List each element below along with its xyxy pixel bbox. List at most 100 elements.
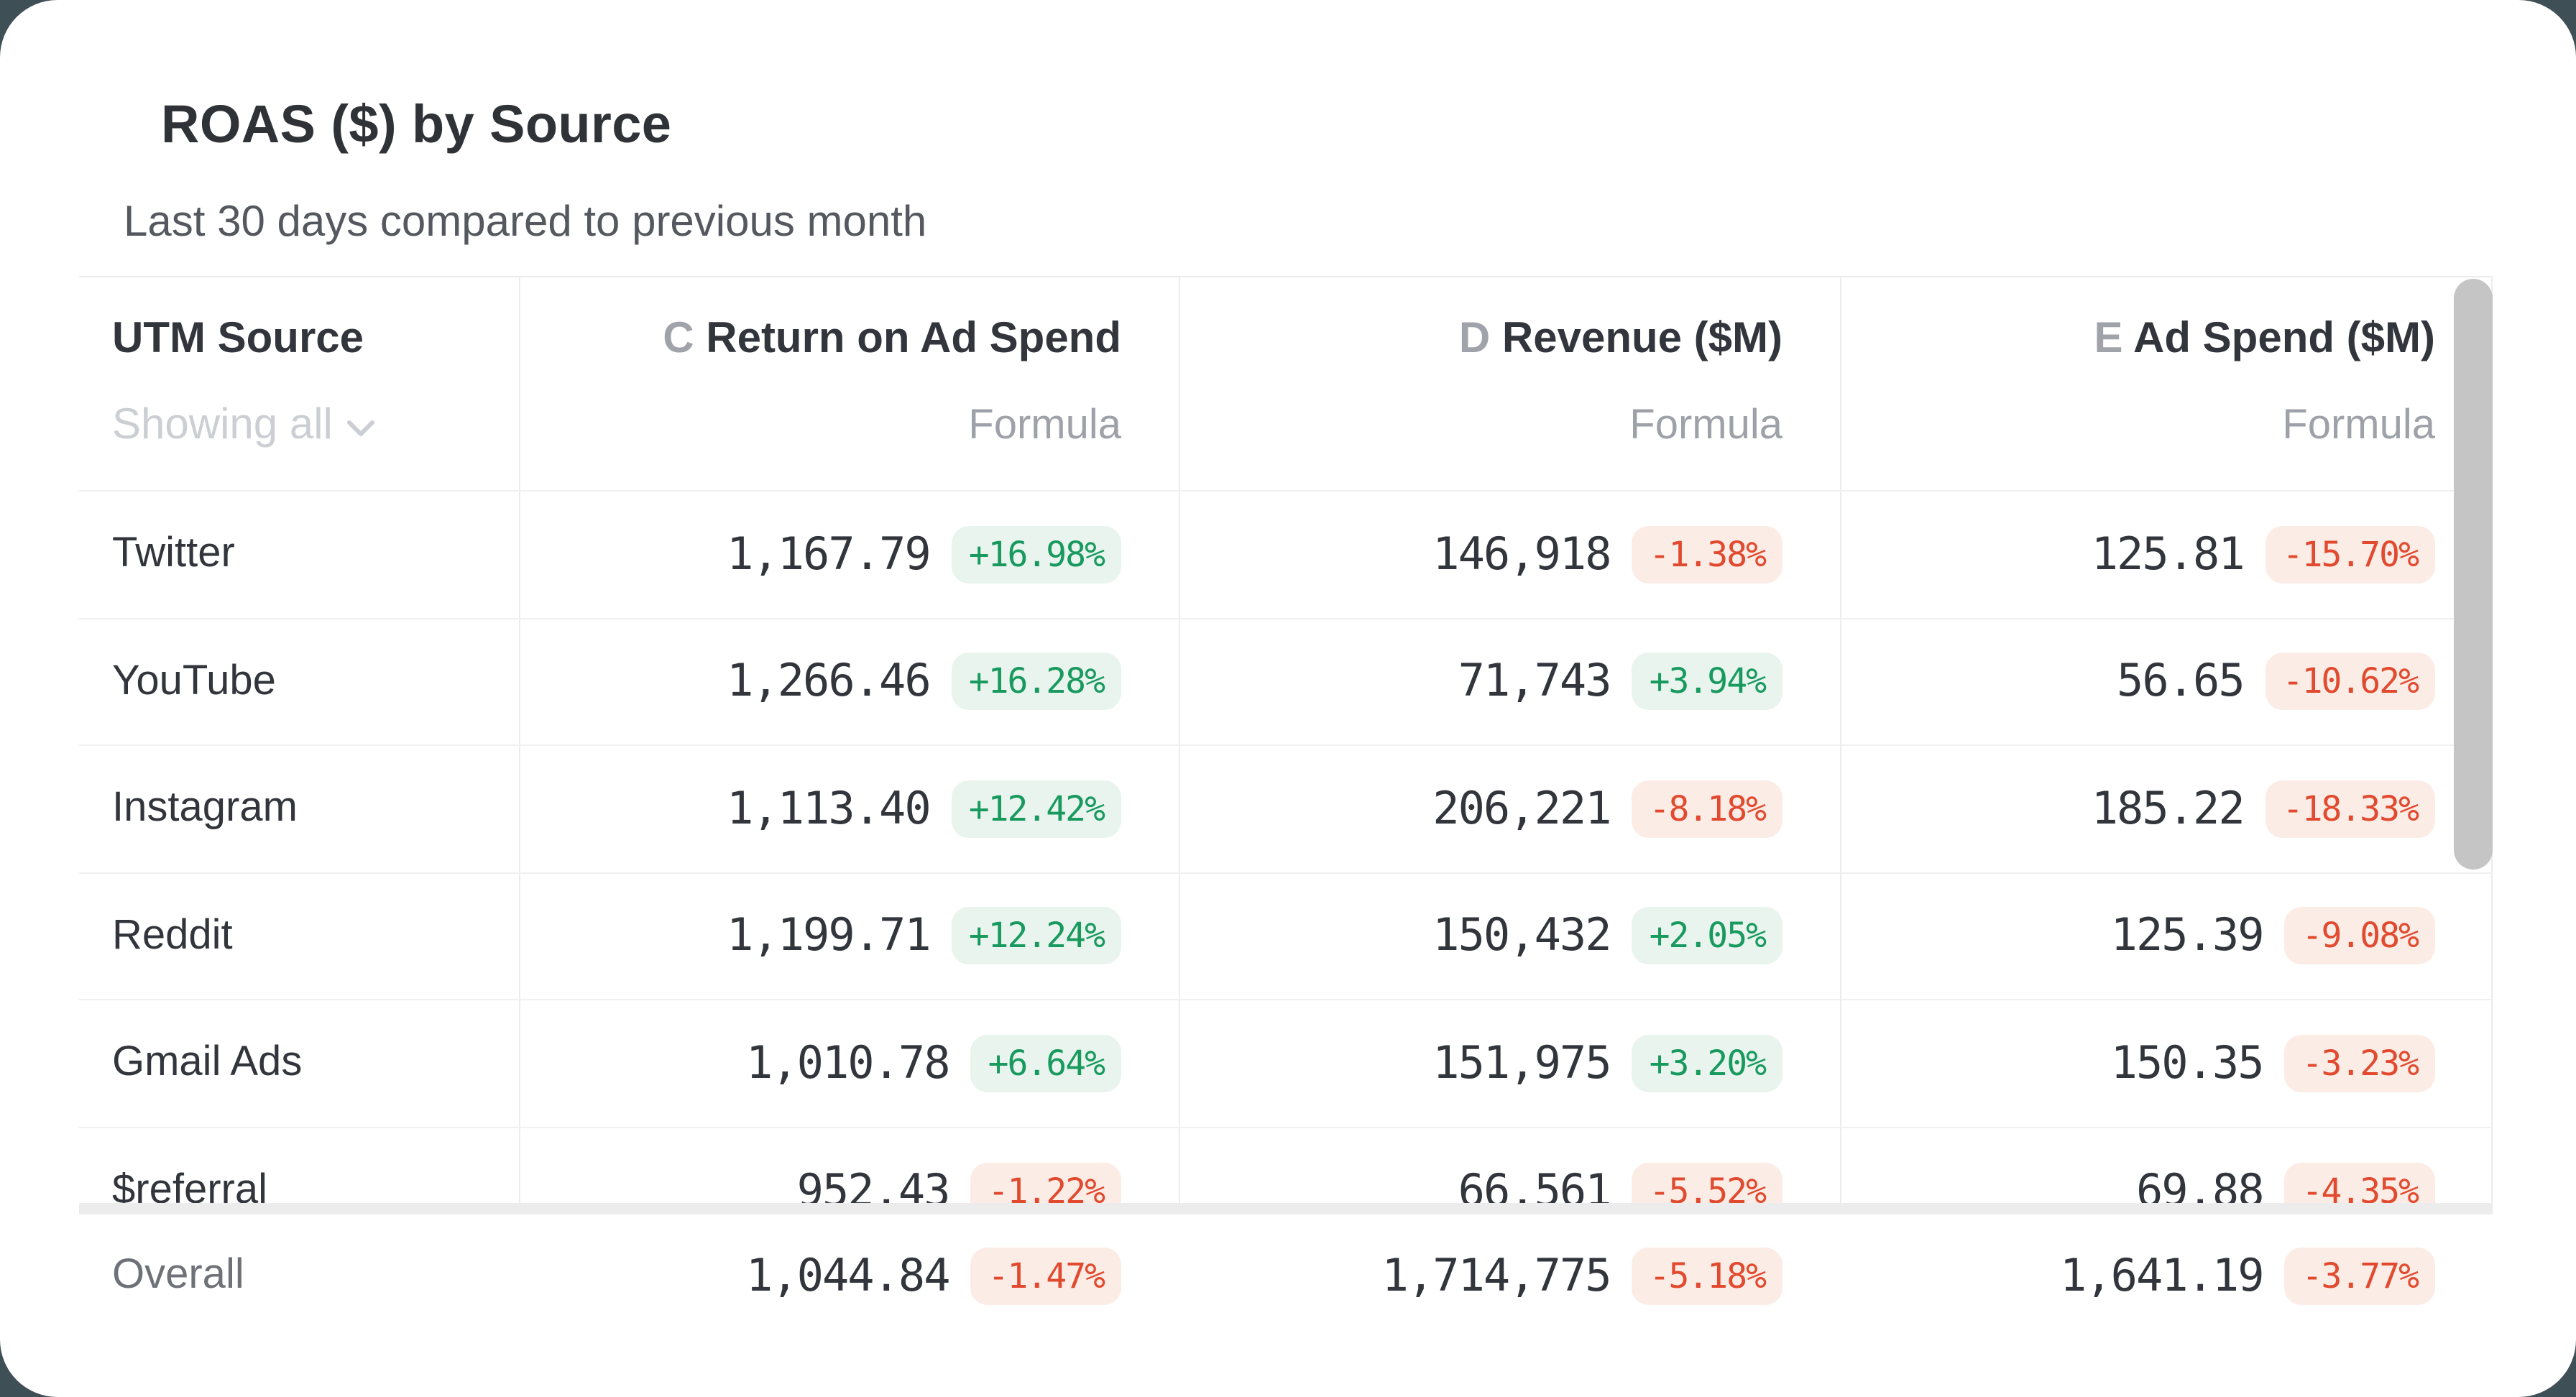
metric-value: 185.22 bbox=[2091, 783, 2245, 835]
metric-cell: 1,167.79 +16.98% bbox=[519, 492, 1179, 617]
column-header-return-on-ad-spend: C Return on Ad Spend Formula bbox=[519, 277, 1179, 490]
change-badge-down: -3.23% bbox=[2284, 1034, 2435, 1092]
metric-cell: 71,743 +3.94% bbox=[1179, 619, 1840, 744]
overall-row: Overall 1,044.84 -1.47% 1,714,775 -5.18% 1,64… bbox=[79, 1214, 2493, 1337]
table-row: YouTube 1,266.46 +16.28% 71,743 +3.94% 56.65-… bbox=[79, 619, 2493, 746]
change-badge-down: -1.47% bbox=[970, 1247, 1121, 1304]
metric-value: 1,199.71 bbox=[727, 910, 932, 962]
change-badge-up: +2.05% bbox=[1632, 907, 1782, 965]
table-row: Gmail Ads 1,010.78 +6.64% 151,975 +3.20% 150.… bbox=[79, 1000, 2493, 1128]
metric-cell: 952.43 -1.22% bbox=[519, 1128, 1179, 1203]
change-badge-up: +3.94% bbox=[1632, 653, 1782, 711]
metric-cell: 1,641.19 -3.77% bbox=[1840, 1214, 2493, 1337]
change-badge-down: -3.77% bbox=[2284, 1247, 2435, 1304]
metric-value: 1,266.46 bbox=[727, 655, 932, 708]
column-letter: C bbox=[663, 315, 707, 362]
metric-value: 1,010.78 bbox=[745, 1037, 951, 1089]
source-cell: Instagram bbox=[112, 785, 298, 831]
source-cell: YouTube bbox=[112, 658, 276, 704]
utm-source-header-label: UTM Source bbox=[112, 315, 364, 362]
change-badge-up: +12.42% bbox=[951, 780, 1121, 838]
change-badge-down: -9.08% bbox=[2284, 907, 2435, 965]
footer-separator bbox=[79, 1203, 2493, 1214]
metric-value: 56.65 bbox=[2117, 655, 2245, 708]
column-header-revenue-m-: D Revenue ($M) Formula bbox=[1179, 277, 1840, 490]
metric-value: 125.39 bbox=[2110, 910, 2265, 962]
source-cell: $referral bbox=[112, 1167, 267, 1204]
metric-value: 146,918 bbox=[1432, 528, 1611, 581]
change-badge-up: +16.98% bbox=[951, 525, 1121, 584]
roas-table: UTM Source Showing all C Return on Ad Sp… bbox=[79, 276, 2493, 1337]
metric-header-label: E Ad Spend ($M) bbox=[2094, 315, 2435, 362]
metric-cell: 1,113.40 +12.42% bbox=[519, 746, 1179, 872]
change-badge-down: -10.62% bbox=[2265, 653, 2435, 711]
formula-label[interactable]: Formula bbox=[968, 402, 1121, 448]
table-row-clipped: $referral 952.43 -1.22% 66,561 -5.52% 69.88 -4… bbox=[79, 1128, 2493, 1203]
metric-value: 1,167.79 bbox=[727, 528, 932, 581]
table-row: Reddit 1,199.71 +12.24% 150,432 +2.05% 125.39… bbox=[79, 873, 2493, 1000]
table-row: $referral 952.43 -1.22% 66,561 -5.52% 69.88 -4… bbox=[79, 1128, 2491, 1203]
metric-cell: 185.22 -18.33% bbox=[1840, 746, 2493, 872]
change-badge-down: -1.22% bbox=[970, 1162, 1121, 1203]
table-header-row: UTM Source Showing all C Return on Ad Sp… bbox=[79, 276, 2493, 492]
source-filter-dropdown[interactable]: Showing all bbox=[112, 401, 376, 450]
change-badge-down: -5.52% bbox=[1632, 1162, 1782, 1203]
change-badge-up: +3.20% bbox=[1632, 1034, 1782, 1092]
metric-value: 125.81 bbox=[2091, 528, 2245, 581]
metric-value: 150.35 bbox=[2110, 1037, 2265, 1089]
metric-value: 71,743 bbox=[1458, 655, 1612, 708]
column-header-ad-spend-m-: E Ad Spend ($M) Formula bbox=[1840, 277, 2493, 490]
metric-cell: 151,975 +3.20% bbox=[1179, 1000, 1840, 1126]
table-row: Twitter 1,167.79 +16.98% 146,918 -1.38% 125.8… bbox=[79, 492, 2493, 619]
vertical-scrollbar-thumb[interactable] bbox=[2454, 279, 2493, 870]
chevron-down-icon bbox=[347, 401, 376, 450]
metric-cell: 150.35 -3.23% bbox=[1840, 1000, 2493, 1126]
source-cell: Twitter bbox=[112, 530, 235, 577]
metric-cell: 1,266.46 +16.28% bbox=[519, 619, 1179, 744]
metric-cell: 1,199.71 +12.24% bbox=[519, 873, 1179, 999]
change-badge-up: +16.28% bbox=[951, 653, 1121, 711]
change-badge-up: +12.24% bbox=[951, 907, 1121, 965]
metric-value: 1,044.84 bbox=[745, 1250, 951, 1301]
change-badge-up: +6.64% bbox=[970, 1034, 1121, 1092]
metric-value: 952.43 bbox=[796, 1165, 951, 1204]
metric-cell: 125.39 -9.08% bbox=[1840, 873, 2493, 999]
metric-cell: 1,714,775 -5.18% bbox=[1179, 1214, 1840, 1337]
metric-cell: 146,918 -1.38% bbox=[1179, 492, 1840, 617]
change-badge-down: -4.35% bbox=[2284, 1162, 2435, 1203]
metric-value: 151,975 bbox=[1432, 1037, 1611, 1089]
metric-header-label: D Revenue ($M) bbox=[1458, 315, 1782, 362]
source-cell: Reddit bbox=[112, 912, 233, 959]
metric-cell: 69.88 -4.35% bbox=[1840, 1128, 2491, 1204]
change-badge-down: -1.38% bbox=[1632, 525, 1782, 584]
table-row: Instagram 1,113.40 +12.42% 206,221 -8.18% 185… bbox=[79, 746, 2493, 873]
column-letter: D bbox=[1458, 315, 1502, 362]
metric-value: 150,432 bbox=[1432, 910, 1611, 962]
metric-value: 1,714,775 bbox=[1381, 1250, 1612, 1301]
page-subtitle: Last 30 days compared to previous month bbox=[124, 198, 927, 246]
formula-label[interactable]: Formula bbox=[2282, 402, 2435, 448]
metric-value: 206,221 bbox=[1432, 783, 1611, 835]
metric-value: 1,641.19 bbox=[2059, 1250, 2265, 1301]
change-badge-down: -8.18% bbox=[1632, 780, 1782, 838]
formula-label[interactable]: Formula bbox=[1629, 402, 1782, 448]
metric-cell: 125.81 -15.70% bbox=[1840, 492, 2493, 617]
page-title: ROAS ($) by Source bbox=[161, 95, 672, 154]
metric-cell: 66,561 -5.52% bbox=[1179, 1128, 1840, 1203]
metric-value: 69.88 bbox=[2135, 1165, 2265, 1204]
metric-cell: 1,044.84 -1.47% bbox=[519, 1214, 1179, 1337]
source-filter-label: Showing all bbox=[112, 401, 333, 448]
metric-cell: 150,432 +2.05% bbox=[1179, 873, 1840, 999]
table-body: Twitter 1,167.79 +16.98% 146,918 -1.38% 125.8… bbox=[79, 492, 2493, 1203]
column-letter: E bbox=[2094, 315, 2133, 362]
metric-value: 1,113.40 bbox=[727, 783, 932, 835]
metric-header-label: C Return on Ad Spend bbox=[663, 315, 1121, 362]
metric-cell: 1,010.78 +6.64% bbox=[519, 1000, 1179, 1126]
change-badge-down: -15.70% bbox=[2265, 525, 2435, 584]
metric-value: 66,561 bbox=[1458, 1165, 1612, 1204]
column-header-utm-source: UTM Source Showing all bbox=[79, 277, 519, 490]
source-cell: Gmail Ads bbox=[112, 1039, 303, 1086]
overall-label: Overall bbox=[112, 1252, 244, 1298]
